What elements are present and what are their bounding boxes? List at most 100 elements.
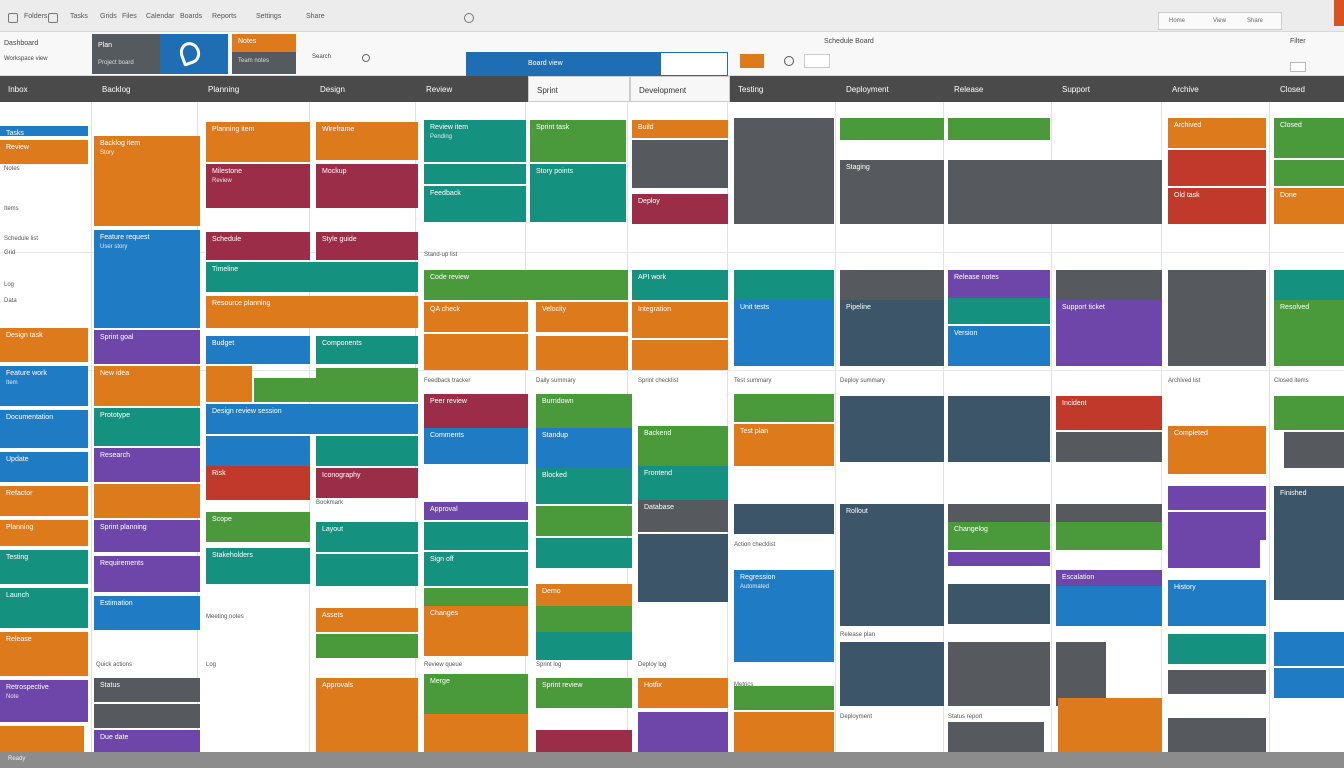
task-card[interactable]	[316, 436, 418, 466]
task-card[interactable]: Assets	[316, 608, 418, 632]
task-card[interactable]: Feedback	[424, 186, 526, 222]
task-card[interactable]: Testing	[0, 550, 88, 584]
topbar-item-reports[interactable]: Reports	[212, 13, 237, 20]
column-header-closed[interactable]: Closed	[1280, 85, 1305, 94]
task-card[interactable]: Documentation	[0, 410, 88, 448]
task-card[interactable]: Changelog	[948, 522, 1050, 550]
task-card[interactable]: Sprint planning	[94, 520, 200, 552]
task-card[interactable]: Velocity	[536, 302, 628, 332]
task-card[interactable]: Status	[94, 678, 200, 702]
task-card[interactable]: Sprint review	[536, 678, 632, 708]
task-card[interactable]: Demo	[536, 584, 632, 606]
task-card[interactable]: Frontend	[638, 466, 728, 500]
task-card[interactable]	[840, 396, 944, 462]
task-card[interactable]: API work	[632, 270, 728, 300]
task-card[interactable]	[734, 686, 834, 710]
column-header-planning[interactable]: Planning	[208, 85, 240, 94]
column-header-review[interactable]: Review	[426, 85, 453, 94]
task-card[interactable]	[536, 538, 632, 568]
task-card[interactable]: New idea	[94, 366, 200, 406]
view-view-tab[interactable]: View	[1213, 18, 1226, 24]
task-card[interactable]	[1168, 270, 1266, 366]
topbar-item-share[interactable]: Share	[306, 13, 325, 20]
task-card[interactable]	[1056, 642, 1106, 706]
topbar-item-grids[interactable]: Grids	[100, 13, 117, 20]
task-card[interactable]: Peer review	[424, 394, 528, 432]
task-card[interactable]	[632, 340, 728, 370]
task-card[interactable]: History	[1168, 580, 1266, 626]
task-card[interactable]: Feature request User story	[94, 230, 200, 328]
task-card[interactable]	[1284, 432, 1344, 468]
task-card[interactable]: Hotfix	[638, 678, 728, 708]
task-card[interactable]: Regression Automated	[734, 570, 834, 662]
task-card[interactable]: Risk	[206, 466, 310, 500]
board-tab[interactable]: Board view	[466, 52, 660, 76]
task-card[interactable]	[948, 118, 1050, 140]
task-card[interactable]: Merge	[424, 674, 528, 714]
task-card[interactable]	[1274, 396, 1344, 430]
column-header-sprint[interactable]: Sprint	[528, 76, 630, 102]
task-card[interactable]	[638, 534, 728, 602]
task-card[interactable]	[632, 140, 728, 188]
task-card[interactable]: Resource planning	[206, 296, 418, 328]
task-card[interactable]: Resolved	[1274, 300, 1344, 366]
task-card[interactable]: Refactor	[0, 486, 88, 516]
column-header-support[interactable]: Support	[1062, 85, 1091, 94]
task-card[interactable]	[536, 606, 632, 632]
task-card[interactable]: Backend	[638, 426, 728, 466]
topbar-item-calendar[interactable]: Calendar	[146, 13, 175, 20]
task-card[interactable]	[424, 714, 528, 752]
task-card[interactable]: Stakeholders	[206, 548, 310, 584]
topbar-item-tasks[interactable]: Tasks	[70, 13, 88, 20]
task-card[interactable]: Layout	[316, 522, 418, 552]
task-card[interactable]	[1168, 670, 1266, 694]
task-card[interactable]: Version	[948, 326, 1050, 366]
task-card[interactable]: Escalation	[1056, 570, 1162, 586]
task-card[interactable]: Sprint task	[530, 120, 626, 162]
task-card[interactable]: Scope	[206, 512, 310, 542]
task-card[interactable]: Support ticket	[1056, 300, 1162, 366]
task-card[interactable]	[1056, 432, 1162, 462]
task-card[interactable]	[948, 722, 1044, 752]
task-card[interactable]: Completed	[1168, 426, 1266, 474]
task-card[interactable]	[0, 726, 84, 752]
task-card[interactable]: Requirements	[94, 556, 200, 592]
task-card[interactable]: Retrospective Note	[0, 680, 88, 722]
task-card[interactable]: Budget	[206, 336, 310, 364]
task-card[interactable]	[1168, 540, 1260, 568]
task-card[interactable]: Release notes	[948, 270, 1050, 298]
task-card[interactable]: Design review session	[206, 404, 418, 434]
task-card[interactable]: Standup	[536, 428, 632, 468]
task-card[interactable]	[316, 634, 418, 658]
task-card[interactable]: Approval	[424, 502, 528, 520]
task-card[interactable]	[1056, 522, 1162, 550]
topbar-item-boards[interactable]: Boards	[180, 13, 203, 20]
task-card[interactable]	[536, 506, 632, 536]
column-header-design[interactable]: Design	[320, 85, 345, 94]
task-card[interactable]	[1168, 634, 1266, 664]
task-card[interactable]: Feature work Item	[0, 366, 88, 406]
info-icon[interactable]	[784, 56, 794, 66]
task-card[interactable]: Burndown	[536, 394, 632, 428]
task-card[interactable]: Launch	[0, 588, 88, 628]
task-card[interactable]: Deploy	[632, 194, 728, 224]
column-header-development[interactable]: Development	[630, 76, 730, 102]
task-card[interactable]	[1274, 632, 1344, 666]
column-header-archive[interactable]: Archive	[1172, 85, 1199, 94]
topbar-item-files[interactable]: Files	[122, 13, 137, 20]
task-card[interactable]: Design task	[0, 328, 88, 362]
task-card[interactable]: Research	[94, 448, 200, 482]
task-card[interactable]: Unit tests	[734, 300, 834, 366]
task-card[interactable]	[206, 436, 310, 466]
task-card[interactable]	[1058, 698, 1162, 752]
task-card[interactable]	[1056, 586, 1162, 626]
task-card[interactable]: Mockup	[316, 164, 418, 208]
task-card[interactable]	[424, 522, 528, 550]
task-card[interactable]	[948, 160, 1162, 224]
task-card[interactable]	[734, 118, 834, 224]
task-card[interactable]	[948, 584, 1050, 624]
column-header-inbox[interactable]: Inbox	[8, 85, 28, 94]
app-menu-icon[interactable]	[8, 13, 18, 23]
task-card[interactable]	[734, 712, 834, 752]
task-card[interactable]: Done	[1274, 188, 1344, 224]
